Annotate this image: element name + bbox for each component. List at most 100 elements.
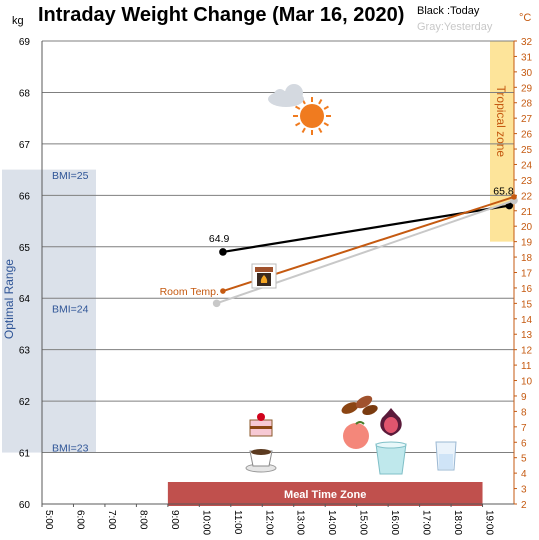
bmi-label-2: BMI=23: [52, 442, 89, 454]
data-label-1: 65.8: [493, 186, 514, 198]
coffee-icon: [245, 449, 277, 473]
y-right-tick-4: 4: [521, 469, 527, 480]
x-tick-5:00: 5:00: [43, 510, 54, 530]
sun-ray: [323, 122, 329, 127]
meal-time-zone-label: Meal Time Zone: [284, 489, 366, 501]
y-right-tick-11: 11: [521, 361, 532, 372]
sun-ray: [295, 122, 301, 127]
room-temp-label: Room Temp.: [160, 286, 219, 298]
y-right-tick-13: 13: [521, 330, 533, 341]
y-right-tick-5: 5: [521, 454, 527, 465]
data-label-0: 64.9: [209, 233, 230, 245]
x-tick-10:00: 10:00: [200, 510, 211, 535]
optimal-range-label: Optimal Range: [2, 259, 16, 339]
y-right-tick-20: 20: [521, 222, 533, 233]
bmi-label-1: BMI=24: [52, 304, 89, 316]
y-right-tick-25: 25: [521, 145, 533, 156]
x-tick-7:00: 7:00: [106, 510, 117, 530]
x-tick-6:00: 6:00: [74, 510, 85, 530]
x-tick-18:00: 18:00: [452, 510, 463, 535]
y-right-tick-24: 24: [521, 160, 533, 171]
sun-ray: [323, 105, 329, 110]
legend-today: Black :Today: [417, 5, 480, 17]
x-tick-16:00: 16:00: [389, 510, 400, 535]
y-right-tick-16: 16: [521, 284, 533, 295]
y-left-tick-63: 63: [19, 346, 31, 357]
y-right-tick-14: 14: [521, 315, 533, 326]
fireplace-mantel: [255, 267, 273, 272]
y-right-tick-2: 2: [521, 500, 527, 511]
series-point-2-1: [511, 194, 517, 200]
y-right-tick-12: 12: [521, 346, 533, 357]
y-left-tick-65: 65: [19, 243, 31, 254]
y-right-tick-8: 8: [521, 407, 527, 418]
smoothie-top: [375, 441, 407, 449]
date-fruit: [341, 402, 359, 414]
y-right-tick-26: 26: [521, 130, 533, 141]
cloud-part: [285, 84, 303, 102]
series-point-1-0: [212, 299, 221, 308]
y-left-tick-66: 66: [19, 191, 31, 202]
y-right-tick-17: 17: [521, 269, 533, 280]
y-right-tick-19: 19: [521, 238, 533, 249]
x-tick-17:00: 17:00: [421, 510, 432, 535]
x-tick-12:00: 12:00: [263, 510, 274, 535]
date-fruit: [355, 395, 373, 409]
y-right-tick-7: 7: [521, 423, 527, 434]
y-right-tick-28: 28: [521, 99, 533, 110]
x-tick-9:00: 9:00: [169, 510, 180, 530]
legend-yesterday: Gray:Yesterday: [417, 21, 493, 33]
fig-flesh: [384, 417, 398, 433]
water-fill: [439, 454, 453, 469]
y-right-tick-23: 23: [521, 176, 533, 187]
series-point-0-0: [219, 248, 227, 256]
sun-ray: [301, 127, 306, 133]
sun-disc: [300, 104, 324, 128]
bmi-label-0: BMI=25: [52, 170, 89, 182]
cake-cherry: [257, 413, 265, 421]
y-right-tick-18: 18: [521, 253, 533, 264]
y-right-tick-27: 27: [521, 114, 533, 125]
optimal-range-band: [2, 169, 96, 453]
y-right-tick-21: 21: [521, 207, 533, 218]
x-tick-11:00: 11:00: [232, 510, 243, 535]
date-fruit: [362, 404, 378, 416]
y-left-tick-67: 67: [19, 140, 31, 151]
x-tick-8:00: 8:00: [137, 510, 148, 530]
left-unit-label: kg: [12, 15, 24, 27]
y-right-tick-10: 10: [521, 377, 533, 388]
sun-ray: [318, 99, 323, 105]
cake-layer: [250, 426, 272, 429]
y-right-tick-29: 29: [521, 83, 533, 94]
y-left-tick-69: 69: [19, 37, 31, 48]
tropical-zone-label: Tropical zone: [494, 86, 508, 158]
y-right-tick-15: 15: [521, 299, 533, 310]
fireplace-icon: [251, 263, 277, 289]
cloud-part: [274, 89, 286, 101]
y-right-tick-31: 31: [521, 52, 533, 63]
fig-icon: [380, 408, 402, 436]
y-right-tick-30: 30: [521, 68, 533, 79]
peach-body: [343, 423, 369, 449]
chart-title: Intraday Weight Change (Mar 16, 2020): [38, 4, 404, 26]
series-point-2-0: [220, 288, 226, 294]
dates-icon: [341, 395, 378, 416]
y-left-tick-60: 60: [19, 500, 31, 511]
y-left-tick-68: 68: [19, 88, 31, 99]
y-left-tick-62: 62: [19, 397, 31, 408]
cake-icon: [249, 413, 273, 437]
y-right-tick-22: 22: [521, 191, 533, 202]
meal-time-zone-bar: [167, 482, 483, 506]
peach-leaf: [355, 421, 365, 425]
x-tick-19:00: 19:00: [484, 510, 495, 535]
x-tick-13:00: 13:00: [295, 510, 306, 535]
coffee-liquid: [251, 449, 271, 455]
y-right-tick-6: 6: [521, 438, 527, 449]
sun-ray: [295, 105, 301, 110]
sun-ray: [318, 127, 323, 133]
y-right-tick-32: 32: [521, 37, 533, 48]
weather-icon: [268, 84, 331, 135]
smoothie-icon: [375, 441, 407, 475]
fireplace-flame: [260, 275, 268, 283]
